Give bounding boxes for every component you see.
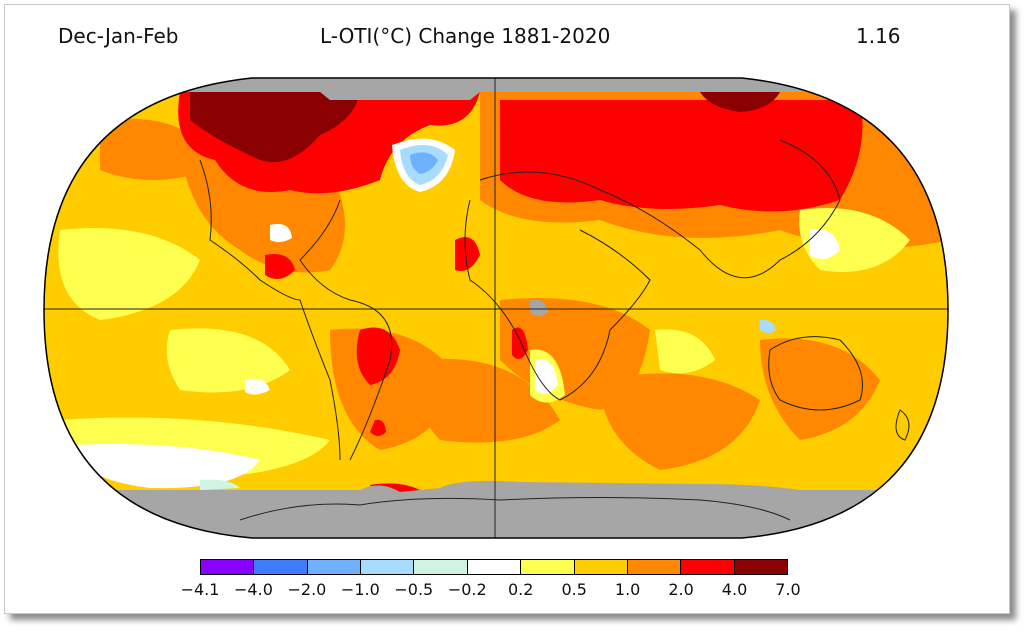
greenland-missing-data [320, 92, 480, 100]
legend-swatch-9 [681, 560, 735, 574]
antarctica-coast [239, 497, 791, 521]
legend-swatch-10 [734, 560, 787, 574]
legend-tick-label: 2.0 [668, 580, 694, 599]
kalahari-neutral-area [535, 359, 558, 394]
gulf-neutral-area [270, 223, 292, 243]
indian-ocean-warm-area [600, 373, 760, 470]
legend-tick-label: −1.0 [340, 580, 380, 599]
legend-tick-label: 0.5 [561, 580, 587, 599]
americas-west-coast [199, 159, 341, 461]
legend-tick-label: 7.0 [775, 580, 801, 599]
legend-tick-label: 1.0 [614, 580, 641, 599]
legend-ticks: −4.1 −4.0 −2.0 −1.0 −0.5 −0.2 0.2 0.5 1.0 2.0 4.0 7… [0, 580, 1024, 602]
legend-swatch-0 [201, 560, 255, 574]
legend-swatch-6 [521, 560, 575, 574]
japan-sea-neutral-area [810, 229, 840, 259]
africa-coast [464, 199, 651, 401]
north-atlantic-cold-core [410, 152, 438, 174]
legend-swatch-1 [254, 560, 308, 574]
legend-tick-label: −4.0 [234, 580, 273, 599]
color-legend [200, 559, 788, 575]
siberia-hot-area [500, 100, 863, 212]
legend-tick-label: −2.0 [287, 580, 327, 599]
legend-swatch-3 [361, 560, 415, 574]
indian-ocean-mild-area [655, 329, 715, 374]
legend-tick-label: −4.1 [180, 580, 220, 599]
anomaly-field [44, 78, 948, 538]
australia-coast [768, 336, 863, 411]
southern-ocean-neutral-area [70, 444, 260, 489]
west-africa-hot-area [455, 237, 480, 271]
canadian-arctic-extreme-area [190, 92, 360, 163]
legend-swatch-7 [574, 560, 628, 574]
legend-swatch-4 [414, 560, 468, 574]
global-mean-value: 1.16 [856, 24, 901, 48]
legend-swatch-8 [627, 560, 682, 574]
siberian-arctic-extreme-area [700, 92, 780, 112]
brazil-hot-area [356, 327, 400, 385]
americas-east-coast [299, 199, 393, 461]
legend-swatch-2 [307, 560, 362, 574]
arctic-missing-data [44, 78, 948, 92]
legend-tick-label: −0.2 [447, 580, 487, 599]
argentina-hot-area [370, 419, 386, 436]
legend-tick-label: 0.2 [507, 580, 534, 599]
antarctica-missing-data [44, 480, 948, 538]
map-title: L-OTI(°C) Change 1881-2020 [320, 24, 611, 48]
ross-sea-cool-area [200, 479, 240, 490]
pacific-neutral-area [245, 378, 270, 395]
congo-missing-data [530, 299, 548, 316]
south-atlantic-warm-area [417, 358, 560, 443]
north-pacific-mild-area [58, 228, 200, 320]
season-label: Dec-Jan-Feb [58, 24, 179, 48]
globe-outline [43, 77, 949, 539]
eurasia-coast [479, 139, 841, 279]
australia-warm-area [760, 338, 880, 440]
maritime-continent-cool-area [760, 319, 776, 333]
central-america-hot-area [265, 254, 295, 279]
coastlines [199, 139, 910, 521]
legend-tick-label: 4.0 [721, 580, 748, 599]
south-pacific-mild-area [166, 328, 290, 393]
new-zealand-coast [895, 409, 910, 441]
central-africa-hot-area [512, 327, 528, 359]
legend-tick-label: −0.5 [394, 580, 434, 599]
legend-swatch-5 [467, 560, 522, 574]
